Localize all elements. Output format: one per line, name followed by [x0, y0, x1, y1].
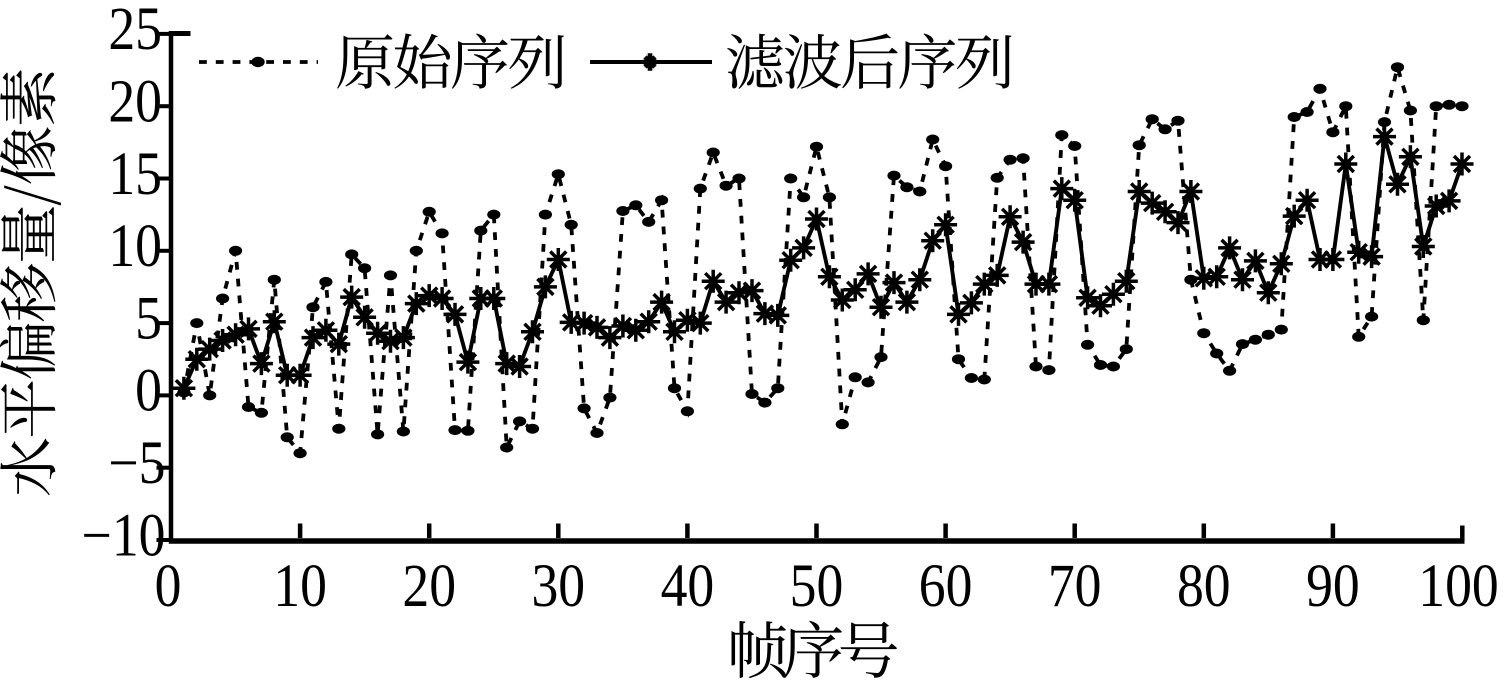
svg-text:5: 5 [135, 285, 162, 352]
svg-text:60: 60 [919, 553, 973, 620]
svg-text:70: 70 [1048, 553, 1102, 620]
svg-text:−5: −5 [108, 430, 165, 497]
svg-text:0: 0 [135, 358, 162, 425]
svg-text:40: 40 [661, 553, 715, 620]
svg-text:30: 30 [531, 553, 585, 620]
svg-text:15: 15 [108, 141, 162, 208]
svg-text:25: 25 [108, 0, 162, 63]
svg-text:20: 20 [108, 68, 162, 135]
svg-text:50: 50 [790, 553, 844, 620]
svg-text:0: 0 [155, 553, 182, 620]
svg-text:10: 10 [108, 213, 162, 280]
svg-text:20: 20 [402, 553, 456, 620]
svg-text:10: 10 [273, 553, 327, 620]
svg-text:−10: −10 [82, 502, 166, 569]
svg-text:90: 90 [1306, 553, 1360, 620]
svg-text:100: 100 [1418, 553, 1498, 620]
svg-text:80: 80 [1177, 553, 1231, 620]
